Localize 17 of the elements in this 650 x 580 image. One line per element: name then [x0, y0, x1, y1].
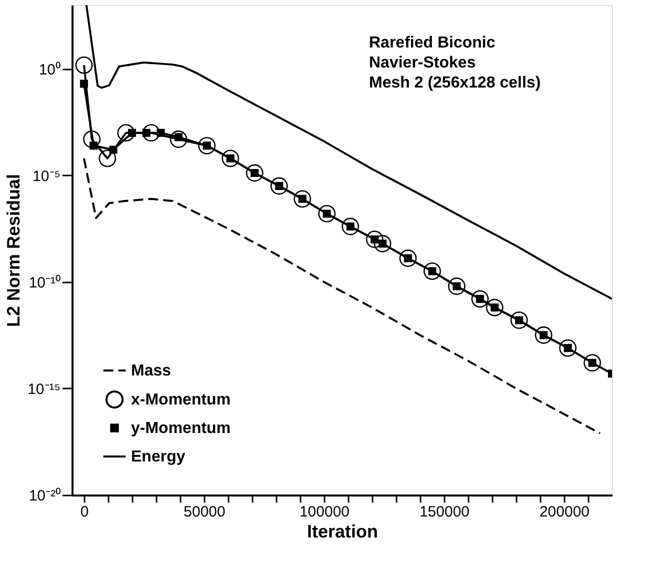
text: Rarefied Biconic Navier-Stokes Mesh 2 (256x128 cells) — [369, 34, 541, 92]
x-axis-title: Iteration — [306, 522, 378, 542]
legend-label: Energy — [131, 448, 186, 466]
x-tick-label: 0 — [80, 504, 89, 520]
legend-label: y-Momentum — [131, 420, 231, 437]
y-tick-label: 10⁻¹⁰ — [28, 274, 60, 292]
x-tick-label: 200000 — [539, 504, 590, 520]
y-tick-label: 10⁰ — [38, 61, 60, 78]
legend-label: Mass — [131, 362, 172, 380]
x-tick-label: 150000 — [419, 504, 470, 520]
legend-label: x-Momentum — [131, 392, 231, 408]
y-tick-label: 10⁻²⁰ — [28, 488, 60, 504]
y-axis-title: L2 Norm Residual — [4, 174, 24, 328]
y-tick-label: 10⁻⁵ — [32, 168, 60, 185]
y-tick-label: 10⁻¹⁵ — [28, 380, 60, 398]
x-tick-label: 50000 — [184, 504, 226, 520]
x-tick-label: 100000 — [299, 504, 350, 520]
